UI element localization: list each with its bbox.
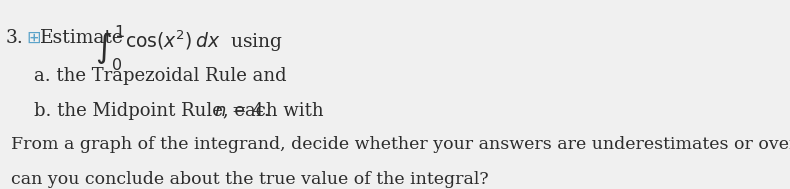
Text: = 4.: = 4. [226, 101, 270, 120]
Text: ⊞: ⊞ [27, 29, 41, 47]
Text: Estimate: Estimate [40, 29, 124, 47]
Text: $\int_0^1$: $\int_0^1$ [96, 25, 126, 73]
Text: From a graph of the integrand, decide whether your answers are underestimates or: From a graph of the integrand, decide wh… [10, 136, 790, 153]
Text: b. the Midpoint Rule, each with: b. the Midpoint Rule, each with [33, 101, 329, 120]
Text: $\cos(x^2)\,dx$  using: $\cos(x^2)\,dx$ using [126, 29, 284, 54]
Text: $n$: $n$ [214, 101, 227, 120]
Text: 3.: 3. [6, 29, 24, 47]
Text: a. the Trapezoidal Rule and: a. the Trapezoidal Rule and [33, 67, 286, 85]
Text: can you conclude about the true value of the integral?: can you conclude about the true value of… [10, 171, 488, 188]
